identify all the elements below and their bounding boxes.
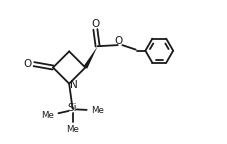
Polygon shape (83, 46, 97, 69)
Text: O: O (23, 59, 32, 69)
Text: O: O (91, 19, 99, 29)
Text: Si: Si (67, 103, 77, 113)
Text: Me: Me (41, 111, 53, 120)
Text: O: O (114, 36, 123, 46)
Text: Me: Me (66, 125, 79, 134)
Text: N: N (69, 80, 77, 90)
Text: Me: Me (91, 106, 104, 115)
